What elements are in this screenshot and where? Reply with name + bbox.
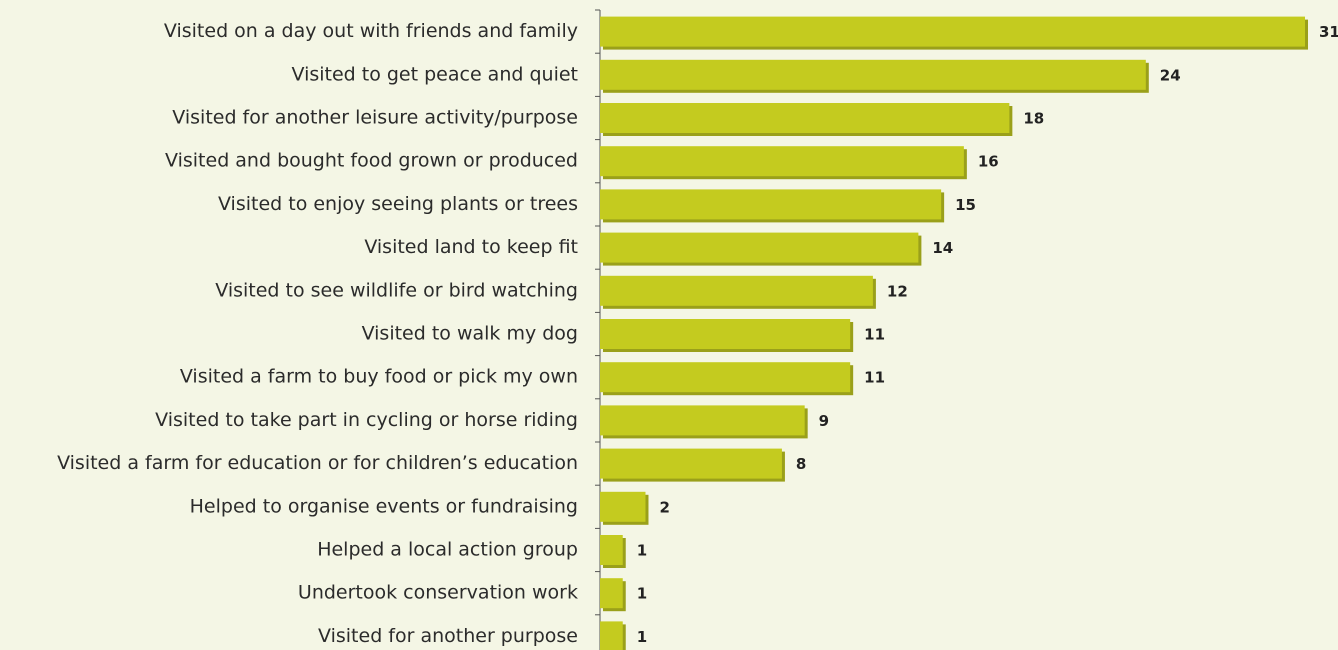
bar — [600, 362, 851, 393]
category-label: Visited on a day out with friends and fa… — [164, 20, 578, 42]
bar — [600, 59, 1146, 90]
category-label: Visited for another purpose — [318, 625, 578, 647]
value-label: 11 — [864, 326, 885, 344]
value-label: 11 — [864, 369, 885, 387]
value-label: 8 — [796, 455, 806, 473]
value-label: 14 — [932, 239, 953, 257]
category-label: Visited to take part in cycling or horse… — [155, 409, 578, 431]
value-label: 9 — [819, 412, 829, 430]
category-label: Visited land to keep fit — [364, 236, 578, 258]
value-label: 1 — [637, 628, 647, 646]
value-label: 16 — [978, 153, 999, 171]
bar — [600, 491, 646, 522]
bar — [600, 621, 623, 650]
bar — [600, 448, 782, 479]
category-label: Visited to get peace and quiet — [291, 63, 578, 85]
bar — [600, 103, 1010, 133]
category-label: Visited to see wildlife or bird watching — [215, 279, 578, 301]
category-label: Visited for another leisure activity/pur… — [172, 107, 578, 129]
value-label: 18 — [1023, 110, 1044, 128]
bar — [600, 578, 623, 609]
value-label: 24 — [1160, 66, 1181, 84]
value-label: 31 — [1319, 23, 1338, 41]
value-label: 1 — [637, 542, 647, 560]
value-label: 1 — [637, 585, 647, 603]
category-label: Visited a farm for education or for chil… — [57, 452, 578, 474]
bar — [600, 146, 964, 177]
category-label: Undertook conservation work — [298, 582, 578, 604]
value-label: 12 — [887, 282, 908, 300]
bar — [600, 535, 623, 565]
value-label: 2 — [659, 498, 669, 516]
bar — [600, 319, 851, 349]
category-label: Helped a local action group — [317, 539, 578, 561]
bar — [600, 405, 805, 436]
category-label: Helped to organise events or fundraising — [190, 495, 578, 517]
category-label: Visited a farm to buy food or pick my ow… — [180, 366, 578, 388]
category-label: Visited and bought food grown or produce… — [165, 150, 578, 172]
category-label: Visited to enjoy seeing plants or trees — [218, 193, 578, 215]
bar — [600, 275, 873, 306]
bar — [600, 232, 919, 263]
bar — [600, 189, 942, 220]
category-label: Visited to walk my dog — [362, 323, 578, 345]
value-label: 15 — [955, 196, 976, 214]
bar — [600, 16, 1305, 47]
